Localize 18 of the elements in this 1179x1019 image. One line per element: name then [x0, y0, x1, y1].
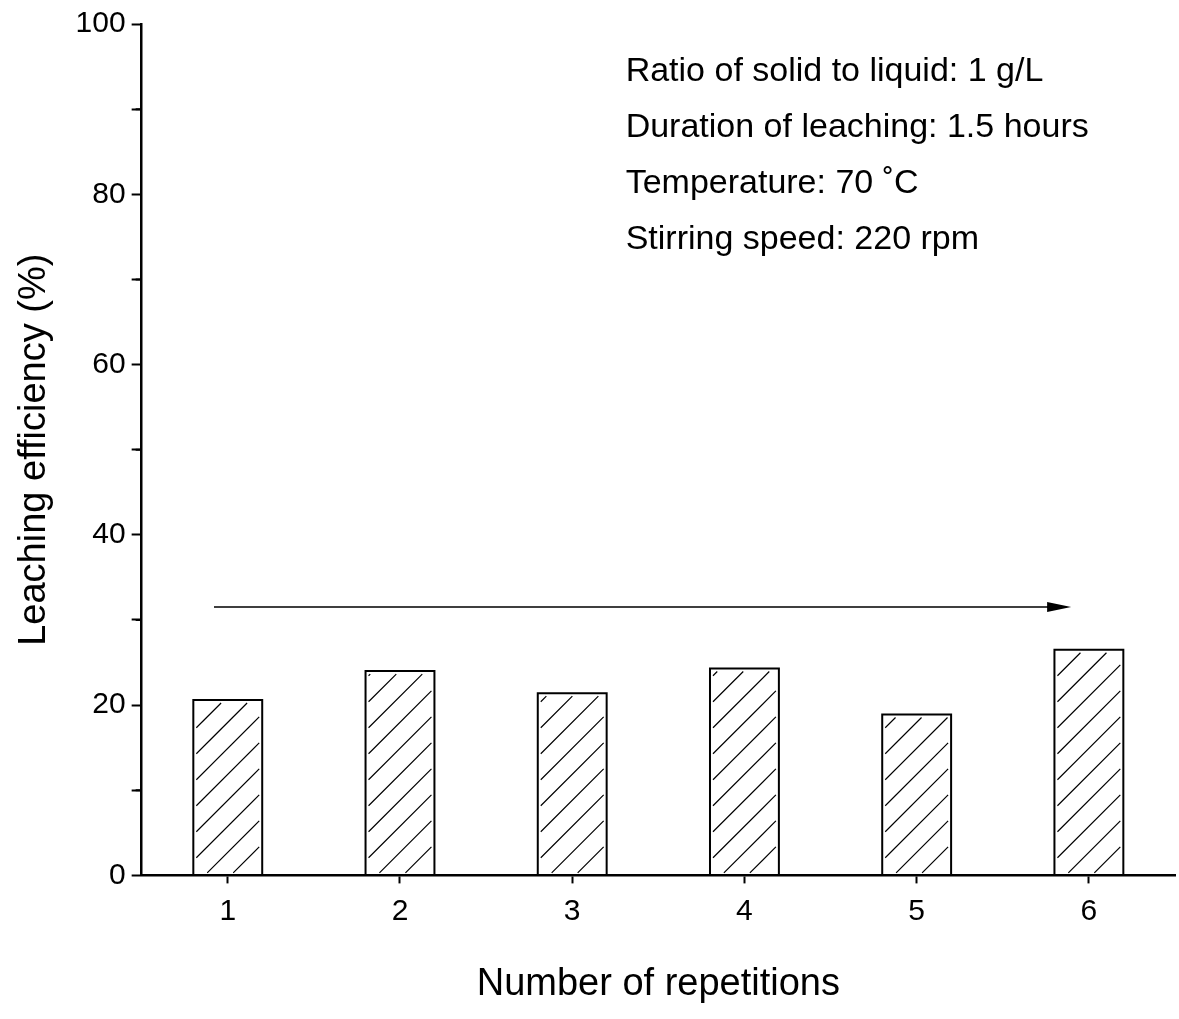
x-tick-label: 4	[736, 892, 753, 926]
annotation: Duration of leaching: 1.5 hours	[625, 106, 1089, 145]
x-axis-title: Number of repetitions	[476, 960, 840, 1003]
y-tick-label: 0	[108, 856, 126, 890]
y-tick-label: 60	[92, 345, 126, 379]
y-tick-label: 20	[92, 686, 126, 720]
x-tick-label: 2	[391, 892, 409, 926]
y-tick-label: 40	[92, 516, 126, 550]
x-tick-label: 6	[1080, 892, 1098, 926]
x-tick-label: 3	[563, 892, 581, 926]
annotation: Stirring speed: 220 rpm	[625, 218, 980, 257]
y-tick-label: 80	[92, 175, 126, 209]
y-tick-label: 100	[75, 5, 126, 39]
x-tick-label: 5	[908, 892, 926, 926]
annotation: Temperature: 70 ˚C	[625, 162, 919, 201]
annotation: Ratio of solid to liquid: 1 g/L	[625, 50, 1044, 89]
y-axis-title: Leaching efficiency (%)	[11, 253, 54, 646]
x-tick-label: 1	[219, 892, 237, 926]
